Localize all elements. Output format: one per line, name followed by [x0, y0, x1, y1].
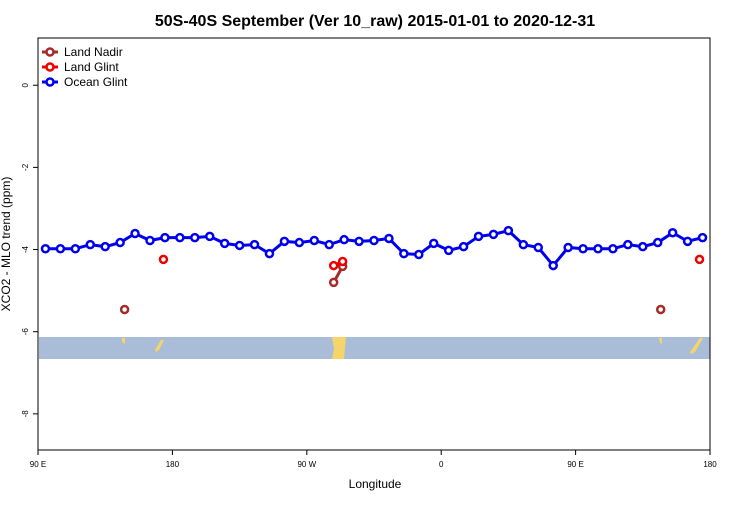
point [219, 238, 230, 249]
series [158, 254, 705, 271]
point [399, 248, 409, 259]
point [608, 243, 618, 254]
series [119, 261, 666, 315]
point [694, 254, 705, 265]
point [294, 237, 305, 248]
point [354, 236, 364, 247]
point [473, 231, 484, 242]
legend-label: Land Nadir [64, 45, 123, 59]
point [443, 245, 454, 256]
point [175, 232, 185, 243]
chart-title: 50S-40S September (Ver 10_raw) 2015-01-0… [155, 13, 595, 30]
point [119, 304, 130, 315]
point [428, 238, 439, 249]
legend-label: Ocean Glint [64, 75, 128, 89]
point [85, 239, 96, 250]
x-tick-label: 0 [439, 460, 444, 469]
x-tick-label: 90 W [297, 460, 316, 469]
point [190, 232, 200, 243]
y-tick-label: 0 [21, 82, 30, 87]
y-tick-label: -2 [21, 163, 30, 171]
y-tick-label: -6 [21, 328, 30, 336]
point [533, 242, 544, 253]
point [414, 249, 424, 260]
point [518, 239, 529, 250]
point [655, 304, 666, 315]
point [264, 248, 275, 259]
series [40, 225, 708, 271]
point [623, 239, 633, 250]
point [130, 228, 140, 239]
point [279, 236, 290, 247]
y-tick-label: -4 [21, 245, 30, 253]
point [145, 235, 155, 246]
point [503, 225, 514, 236]
point [369, 235, 379, 246]
point [115, 237, 125, 248]
point [204, 231, 215, 242]
map-strip [39, 337, 710, 359]
point [324, 239, 334, 250]
point [55, 243, 66, 254]
point [697, 232, 708, 243]
point [339, 234, 349, 245]
legend-marker [45, 62, 55, 72]
x-tick-label: 90 E [30, 460, 46, 469]
point [100, 241, 110, 252]
point [667, 227, 678, 238]
point [158, 254, 169, 265]
point [682, 236, 693, 247]
point [337, 256, 348, 267]
point [384, 233, 394, 244]
point [249, 239, 260, 250]
point [563, 242, 573, 253]
point [70, 243, 81, 254]
plot-frame [37, 37, 711, 451]
y-tick-label: -8 [21, 410, 30, 418]
point [488, 229, 499, 240]
point [548, 260, 558, 271]
x-axis-label: Longitude [349, 477, 402, 491]
x-tick-label: 90 E [567, 460, 583, 469]
point [234, 240, 245, 251]
point [593, 243, 603, 254]
legend-marker [45, 77, 55, 87]
x-tick-label: 180 [703, 460, 717, 469]
legend-label: Land Glint [64, 60, 119, 74]
point [652, 237, 663, 248]
point [309, 235, 320, 246]
y-axis-label: XCO2 - MLO trend (ppm) [0, 177, 13, 312]
point [458, 241, 469, 252]
point [578, 243, 588, 254]
point [40, 243, 51, 254]
point [328, 277, 339, 288]
x-tick-label: 180 [166, 460, 180, 469]
legend-marker [45, 47, 55, 57]
point [160, 232, 170, 243]
point [638, 241, 648, 252]
point [328, 260, 339, 271]
